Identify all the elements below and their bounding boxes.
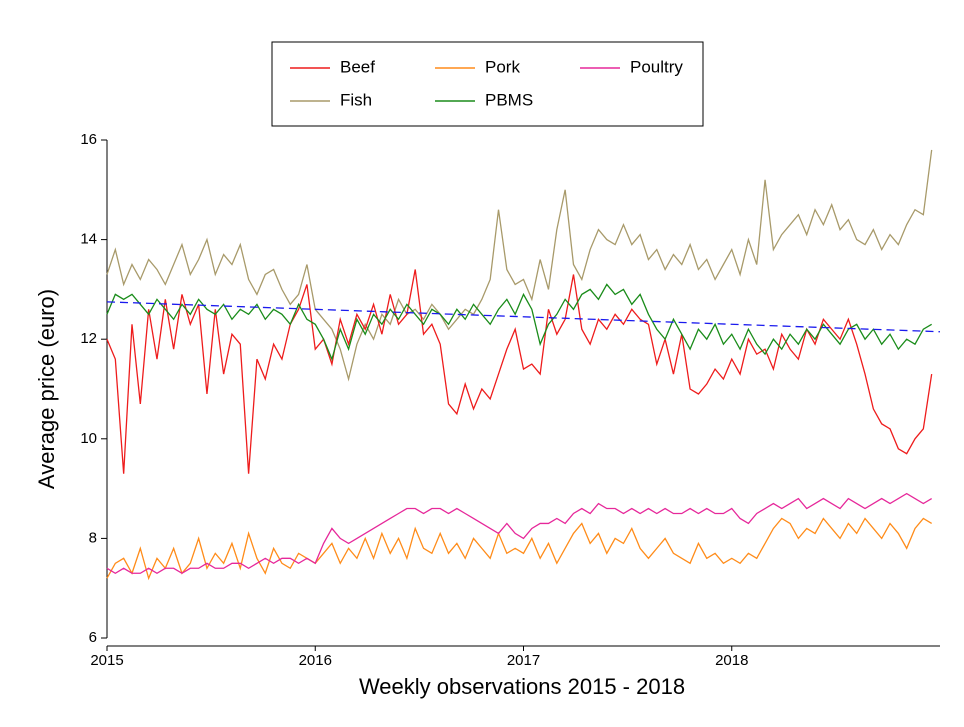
y-tick-label: 16 [80, 131, 97, 148]
y-tick-label: 10 [80, 430, 97, 447]
y-tick-label: 12 [80, 330, 97, 347]
legend-label: Poultry [630, 57, 683, 76]
x-tick-label: 2016 [299, 652, 332, 669]
x-axis-title: Weekly observations 2015 - 2018 [359, 674, 685, 699]
legend-label: PBMS [485, 90, 533, 109]
legend-label: Beef [340, 57, 375, 76]
y-tick-label: 14 [80, 231, 97, 248]
series-line [106, 283, 933, 362]
x-tick-label: 2018 [715, 652, 748, 669]
legend-label: Pork [485, 57, 520, 76]
legend-box [271, 41, 704, 127]
x-tick-label: 2015 [90, 652, 123, 669]
series-line [106, 149, 933, 382]
series-line [106, 269, 933, 474]
x-tick-label: 2017 [507, 652, 540, 669]
series-line [106, 492, 933, 575]
y-tick-label: 6 [89, 629, 97, 646]
y-tick-label: 8 [89, 529, 97, 546]
y-axis-title: Average price (euro) [34, 289, 59, 489]
legend-label: Fish [340, 90, 372, 109]
series-line [106, 517, 933, 581]
trend-line [106, 301, 941, 333]
